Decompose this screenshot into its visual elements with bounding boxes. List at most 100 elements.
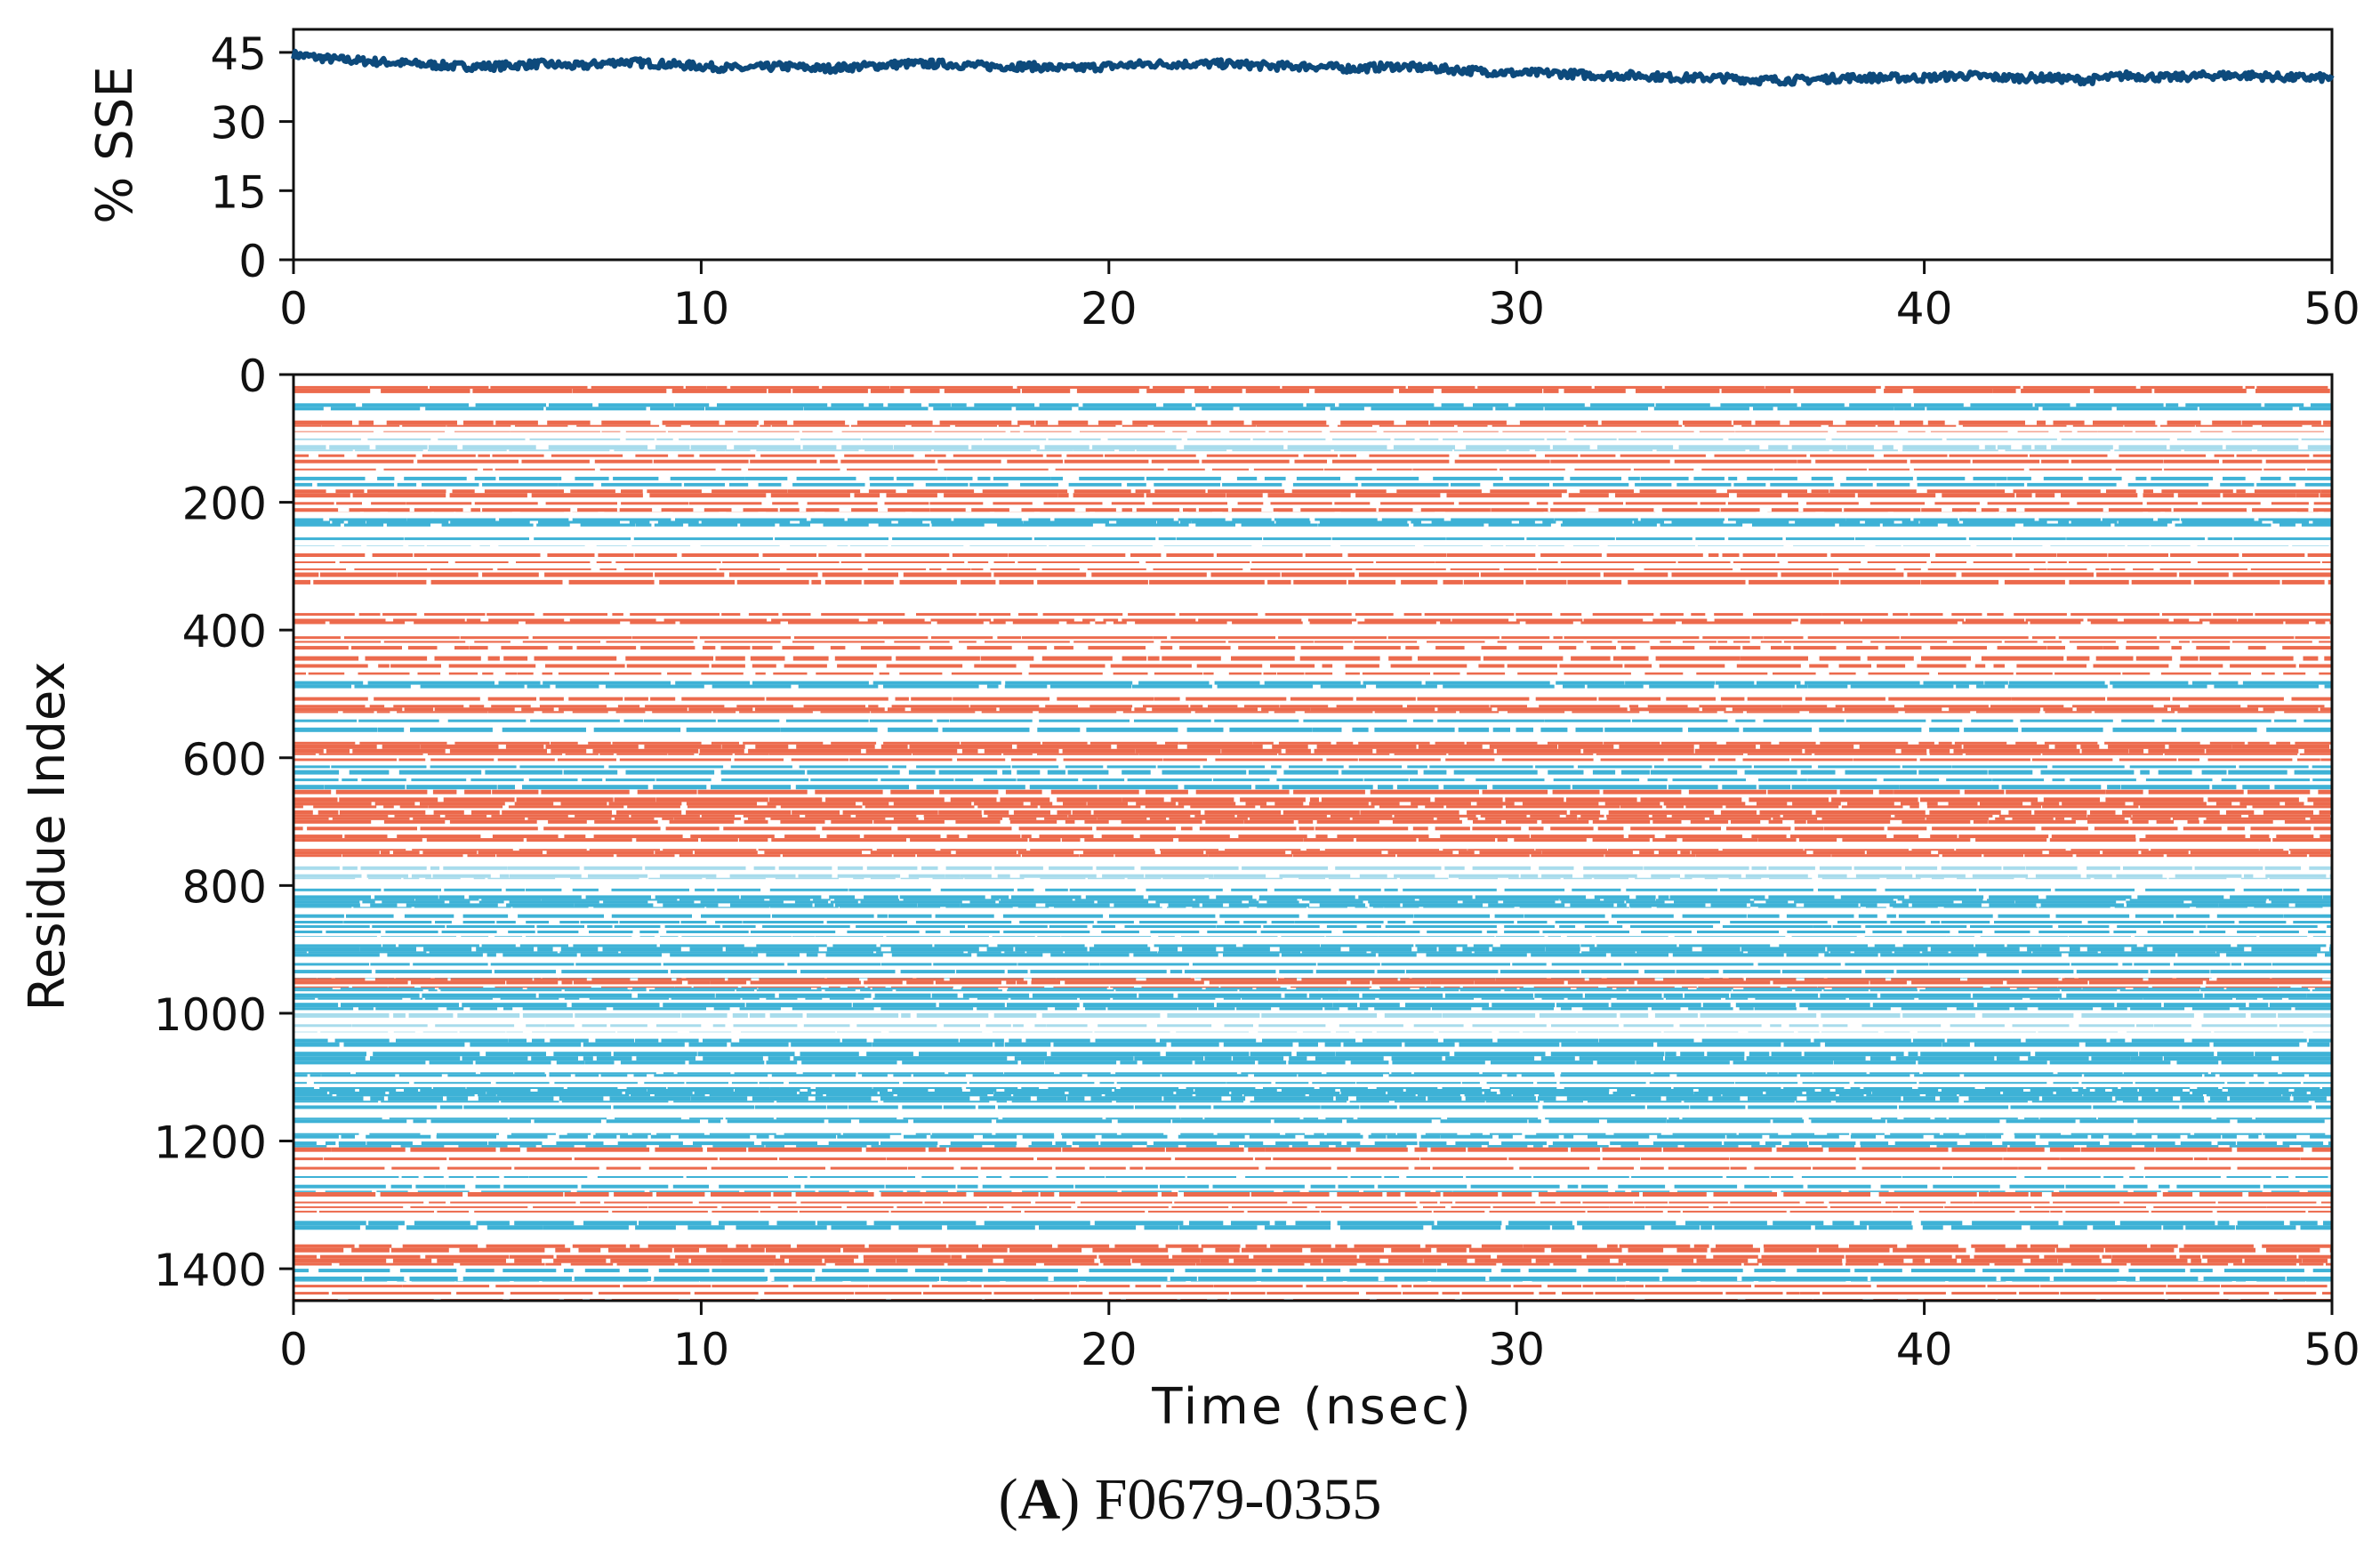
residue-segment (1597, 445, 1673, 449)
residue-segment (813, 899, 831, 900)
residue-segment (1146, 889, 1223, 891)
residue-segment (1664, 994, 1683, 998)
residue-segment (1418, 657, 1481, 661)
residue-segment (1040, 805, 1140, 808)
residue-segment (1636, 1060, 1730, 1064)
residue-segment (1784, 1043, 1821, 1047)
residue-segment (1572, 889, 1620, 891)
residue-segment (399, 1074, 442, 1076)
residue-segment (1009, 1248, 1081, 1253)
residue-segment (2320, 834, 2332, 838)
residue-segment (1894, 407, 1925, 410)
residue-segment (537, 947, 552, 951)
residue-segment (2043, 641, 2062, 642)
residue-segment (546, 502, 617, 504)
residue-segment (701, 838, 738, 842)
residue-segment (2015, 742, 2037, 745)
residue-segment (357, 455, 415, 457)
residue-segment (2228, 1089, 2289, 1092)
residue-segment (615, 797, 656, 802)
residue-segment (1683, 915, 1747, 918)
residue-segment (1781, 1190, 1842, 1192)
residue-segment (515, 425, 567, 427)
residue-segment (2117, 925, 2206, 928)
residue-segment (2052, 834, 2135, 838)
residue-segment (1514, 838, 1587, 842)
residue-segment (681, 1013, 727, 1018)
residue-segment (429, 805, 503, 808)
residue-segment (1478, 665, 1504, 668)
residue-segment (1371, 802, 1400, 805)
residue-segment (293, 1211, 317, 1213)
residue-segment (2169, 745, 2232, 749)
caption-text: F0679-0355 (1095, 1467, 1382, 1532)
residue-segment (2071, 460, 2164, 464)
residue-segment (1737, 665, 1801, 668)
residue-segment (894, 818, 919, 820)
residue-segment (1736, 521, 1789, 524)
residue-segment (913, 1119, 992, 1123)
residue-segment (1582, 1202, 1633, 1204)
residue-segment (2214, 1043, 2300, 1047)
residue-segment (1157, 1024, 1211, 1027)
residue-segment (940, 849, 1026, 851)
residue-segment (933, 878, 964, 880)
residue-segment (1900, 1206, 1943, 1208)
residue-segment (1821, 1032, 1878, 1033)
residue-segment (2083, 1094, 2203, 1096)
residue-segment (423, 947, 471, 951)
residue-segment (614, 1106, 755, 1109)
residue-segment (955, 425, 997, 427)
residue-segment (1077, 389, 1139, 393)
residue-segment (2191, 641, 2230, 642)
residue-segment (1394, 445, 1455, 449)
residue-segment (925, 1202, 941, 1204)
residue-segment (1901, 636, 2029, 639)
residue-segment (1660, 613, 1684, 616)
residue-segment (713, 1024, 726, 1027)
residue-segment (1069, 1092, 1174, 1094)
residue-segment (757, 1135, 769, 1139)
residue-segment (2058, 987, 2149, 988)
residue-segment (835, 903, 918, 907)
residue-segment (766, 1145, 785, 1148)
residue-segment (1987, 953, 2062, 956)
residue-segment (1865, 521, 1894, 524)
residue-segment (1061, 1133, 1117, 1135)
residue-segment (2111, 568, 2125, 570)
residue-segment (1654, 765, 1702, 768)
residue-segment (571, 1263, 614, 1266)
residue-segment (1902, 445, 1979, 449)
residue-segment (2192, 1039, 2307, 1043)
residue-segment (1062, 838, 1081, 842)
residue-segment (1240, 407, 1326, 410)
residue-segment (2259, 936, 2307, 937)
residue-segment (1002, 770, 1011, 775)
residue-segment (1509, 477, 1564, 480)
residue-segment (1395, 815, 1476, 818)
residue-segment (1560, 665, 1623, 668)
residue-segment (885, 502, 929, 504)
residue-segment (613, 1007, 706, 1010)
residue-segment (354, 568, 427, 570)
residue-segment (994, 1292, 1070, 1294)
residue-segment (1884, 778, 1939, 781)
residue-segment (693, 1141, 754, 1145)
residue-segment (2301, 1157, 2332, 1160)
residue-segment (793, 1056, 902, 1060)
residue-segment (340, 810, 425, 815)
residue-segment (2255, 389, 2330, 393)
residue-segment (1434, 673, 1460, 675)
residue-segment (1163, 1096, 1221, 1101)
residue-segment (1355, 613, 1394, 616)
residue-segment (1824, 826, 1885, 830)
residue-segment (1143, 705, 1188, 707)
residue-segment (1049, 867, 1093, 870)
residue-segment (1146, 477, 1221, 480)
figure-caption: (A) F0679-0355 (0, 1466, 2380, 1534)
residue-segment (1794, 646, 1837, 649)
residue-segment (725, 449, 750, 451)
residue-x-tick-label: 20 (1081, 1324, 1138, 1375)
residue-segment (1371, 407, 1493, 410)
residue-segment (2257, 1074, 2304, 1076)
